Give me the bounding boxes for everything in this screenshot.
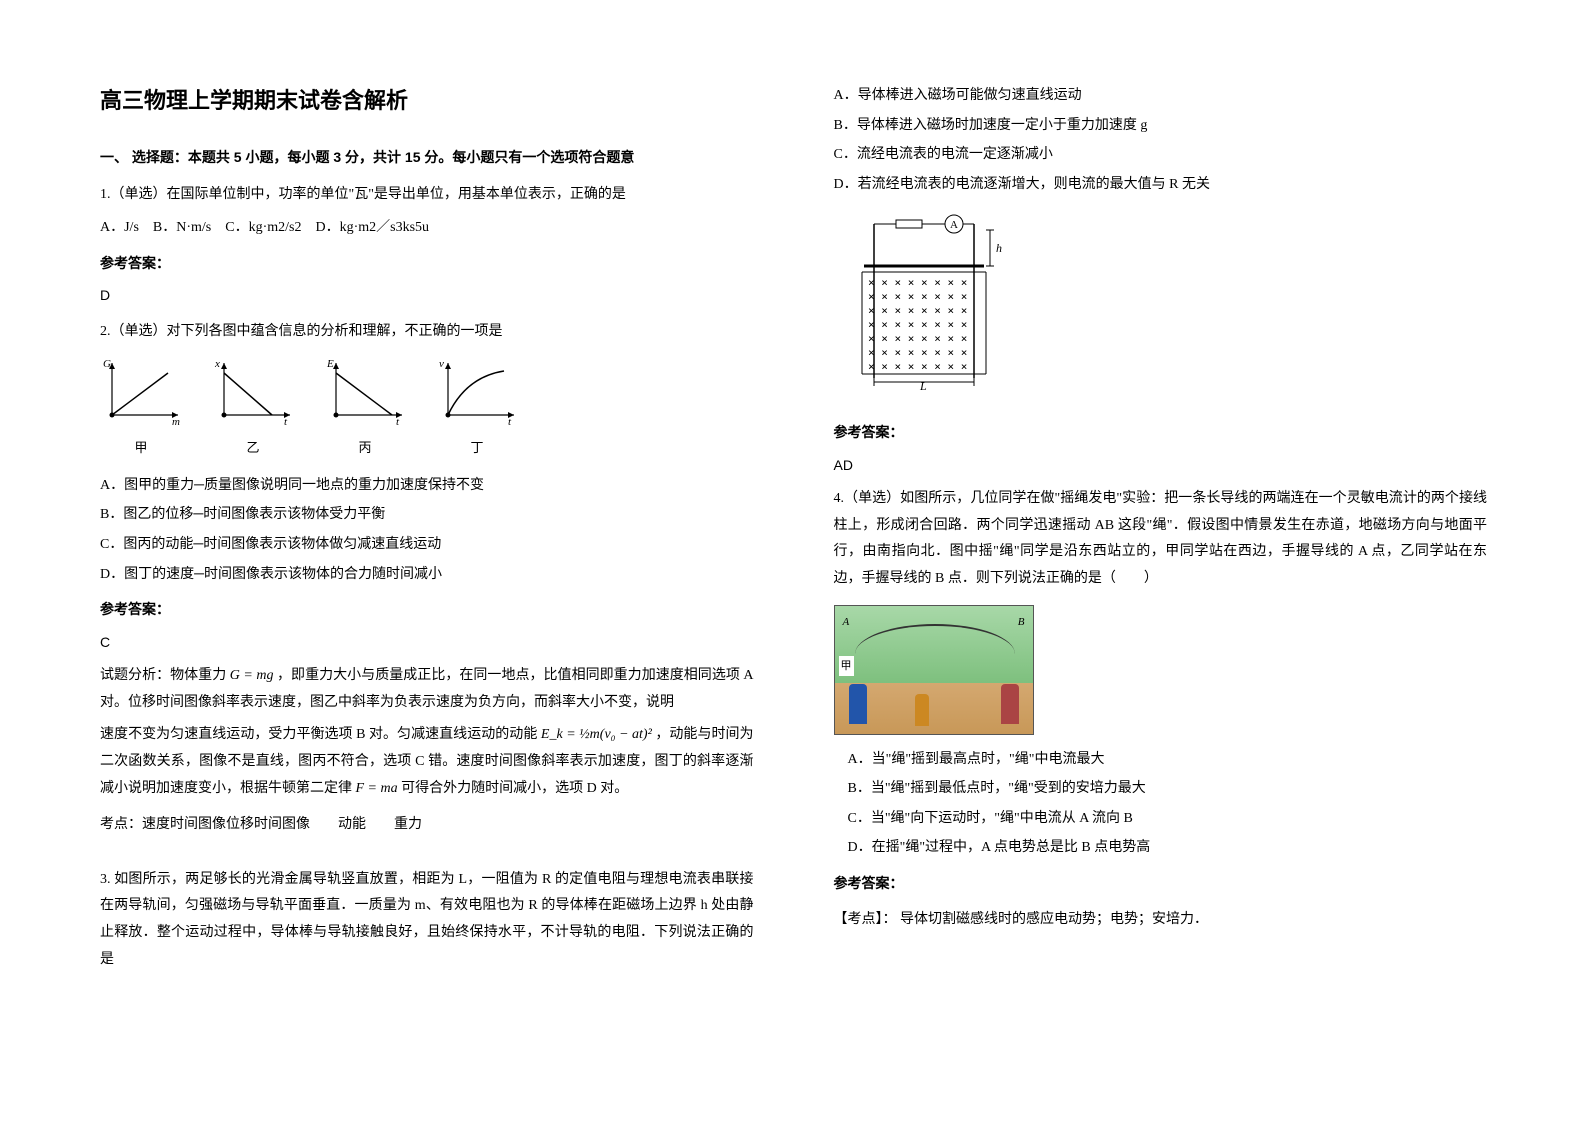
chart-yi: x t 乙 xyxy=(212,357,294,460)
q3-diagram: A h × × × × × × × × × × × × × × xyxy=(834,210,1488,401)
xlabel: t xyxy=(396,416,400,427)
q4-photo: A B 甲 xyxy=(834,605,1034,735)
q3-optD: D．若流经电流表的电流逐渐增大，则电流的最大值与 R 无关 xyxy=(834,172,1488,199)
chart-caption: 乙 xyxy=(212,436,294,461)
answer-label: 参考答案： xyxy=(100,596,754,623)
q4-optC: C．当"绳"向下运动时，"绳"中电流从 A 流向 B xyxy=(834,806,1488,833)
question-3-stem: 3. 如图所示，两足够长的光滑金属导轨竖直放置，相距为 L，一阻值为 R 的定值… xyxy=(100,867,754,973)
answer-label: 参考答案： xyxy=(100,250,754,277)
question-1: 1.（单选）在国际单位制中，功率的单位"瓦"是导出单位，用基本单位表示，正确的是… xyxy=(100,182,754,308)
q4-optB: B．当"绳"摇到最低点时，"绳"受到的安培力最大 xyxy=(834,776,1488,803)
q1-answer: D xyxy=(100,282,754,309)
chart-bing: E t 丙 xyxy=(324,357,406,460)
svg-text:× × × × × × × ×: × × × × × × × × xyxy=(868,332,967,345)
ammeter-label: A xyxy=(950,219,958,231)
q2-stem: 2.（单选）对下列各图中蕴含信息的分析和理解，不正确的一项是 xyxy=(100,319,754,346)
q4-stem: 4.（单选）如图所示，几位同学在做"摇绳发电"实验：把一条长导线的两端连在一个灵… xyxy=(834,486,1488,592)
q3-optC: C．流经电流表的电流一定逐渐减小 xyxy=(834,142,1488,169)
svg-text:× × × × × × × ×: × × × × × × × × xyxy=(868,290,967,303)
chart-ding: v t 丁 xyxy=(436,357,518,460)
xlabel: t xyxy=(284,416,288,427)
chart-jia-svg: G m xyxy=(100,357,182,427)
q2-explanation-1: 试题分析：物体重力 G = mg ，即重力大小与质量成正比，在同一地点，比值相同… xyxy=(100,663,754,716)
q2-optA: A．图甲的重力─质量图像说明同一地点的重力加速度保持不变 xyxy=(100,473,754,500)
answer-label: 参考答案： xyxy=(834,419,1488,446)
h-label: h xyxy=(996,241,1002,255)
q1-options: A．J/s B．N·m/s C．kg·m2/s2 D．kg·m2／s3ks5u xyxy=(100,215,754,242)
q2-kaodian: 考点：速度时间图像位移时间图像 动能 重力 xyxy=(100,812,754,839)
chart-bing-svg: E t xyxy=(324,357,406,427)
svg-text:× × × × × × × ×: × × × × × × × × xyxy=(868,360,967,373)
page-title: 高三物理上学期期末试卷含解析 xyxy=(100,80,754,122)
question-4: 4.（单选）如图所示，几位同学在做"摇绳发电"实验：把一条长导线的两端连在一个灵… xyxy=(834,486,1488,933)
svg-text:× × × × × × × ×: × × × × × × × × xyxy=(868,276,967,289)
question-2: 2.（单选）对下列各图中蕴含信息的分析和理解，不正确的一项是 G m 甲 xyxy=(100,319,754,839)
q4-kaodian: 【考点】： 导体切割磁感线时的感应电动势；电势；安培力． xyxy=(834,907,1488,934)
ylabel: x xyxy=(214,358,220,370)
q2-answer: C xyxy=(100,629,754,656)
q2-optD: D．图丁的速度─时间图像表示该物体的合力随时间减小 xyxy=(100,562,754,589)
chart-caption: 甲 xyxy=(100,436,182,461)
ylabel: G xyxy=(103,358,111,370)
chart-caption: 丁 xyxy=(436,436,518,461)
q4-optD: D．在摇"绳"过程中，A 点电势总是比 B 点电势高 xyxy=(834,835,1488,862)
text: 速度不变为匀速直线运动，受力平衡选项 B 对。匀减速直线运动的动能 xyxy=(100,727,537,742)
formula-g-mg: G = mg xyxy=(230,668,274,683)
svg-text:× × × × × × × ×: × × × × × × × × xyxy=(868,318,967,331)
formula-fma: F = ma xyxy=(356,781,398,796)
text: 可得合外力随时间减小，选项 D 对。 xyxy=(401,781,628,796)
left-column: 高三物理上学期期末试卷含解析 一、 选择题：本题共 5 小题，每小题 3 分，共… xyxy=(100,80,754,1042)
xlabel: m xyxy=(172,416,180,427)
formula-ek: E_k = ½m(v₀ − at)² xyxy=(541,727,652,742)
q3-optA: A．导体棒进入磁场可能做匀速直线运动 xyxy=(834,83,1488,110)
q2-optB: B．图乙的位移─时间图像表示该物体受力平衡 xyxy=(100,502,754,529)
section-heading: 一、 选择题：本题共 5 小题，每小题 3 分，共计 15 分。每小题只有一个选… xyxy=(100,144,754,171)
q4-optA: A．当"绳"摇到最高点时，"绳"中电流最大 xyxy=(834,747,1488,774)
answer-label: 参考答案： xyxy=(834,870,1488,897)
l-label: L xyxy=(919,379,927,390)
q3-optB: B．导体棒进入磁场时加速度一定小于重力加速度 g xyxy=(834,113,1488,140)
ylabel: v xyxy=(439,358,444,370)
q3-stem: 3. 如图所示，两足够长的光滑金属导轨竖直放置，相距为 L，一阻值为 R 的定值… xyxy=(100,867,754,973)
svg-text:× × × × × × × ×: × × × × × × × × xyxy=(868,346,967,359)
q2-explanation-2: 速度不变为匀速直线运动，受力平衡选项 B 对。匀减速直线运动的动能 E_k = … xyxy=(100,722,754,802)
chart-jia: G m 甲 xyxy=(100,357,182,460)
q1-stem: 1.（单选）在国际单位制中，功率的单位"瓦"是导出单位，用基本单位表示，正确的是 xyxy=(100,182,754,209)
ylabel: E xyxy=(326,358,334,370)
chart-caption: 丙 xyxy=(324,436,406,461)
q3-answer: AD xyxy=(834,452,1488,479)
text: 试题分析：物体重力 xyxy=(100,668,226,683)
chart-ding-svg: v t xyxy=(436,357,518,427)
chart-yi-svg: x t xyxy=(212,357,294,427)
q2-charts-row: G m 甲 x t 乙 xyxy=(100,357,754,460)
xlabel: t xyxy=(508,416,512,427)
q3-circuit-svg: A h × × × × × × × × × × × × × × xyxy=(834,210,1014,390)
svg-text:× × × × × × × ×: × × × × × × × × xyxy=(868,304,967,317)
q2-optC: C．图丙的动能─时间图像表示该物体做匀减速直线运动 xyxy=(100,532,754,559)
right-column: A．导体棒进入磁场可能做匀速直线运动 B．导体棒进入磁场时加速度一定小于重力加速… xyxy=(834,80,1488,1042)
